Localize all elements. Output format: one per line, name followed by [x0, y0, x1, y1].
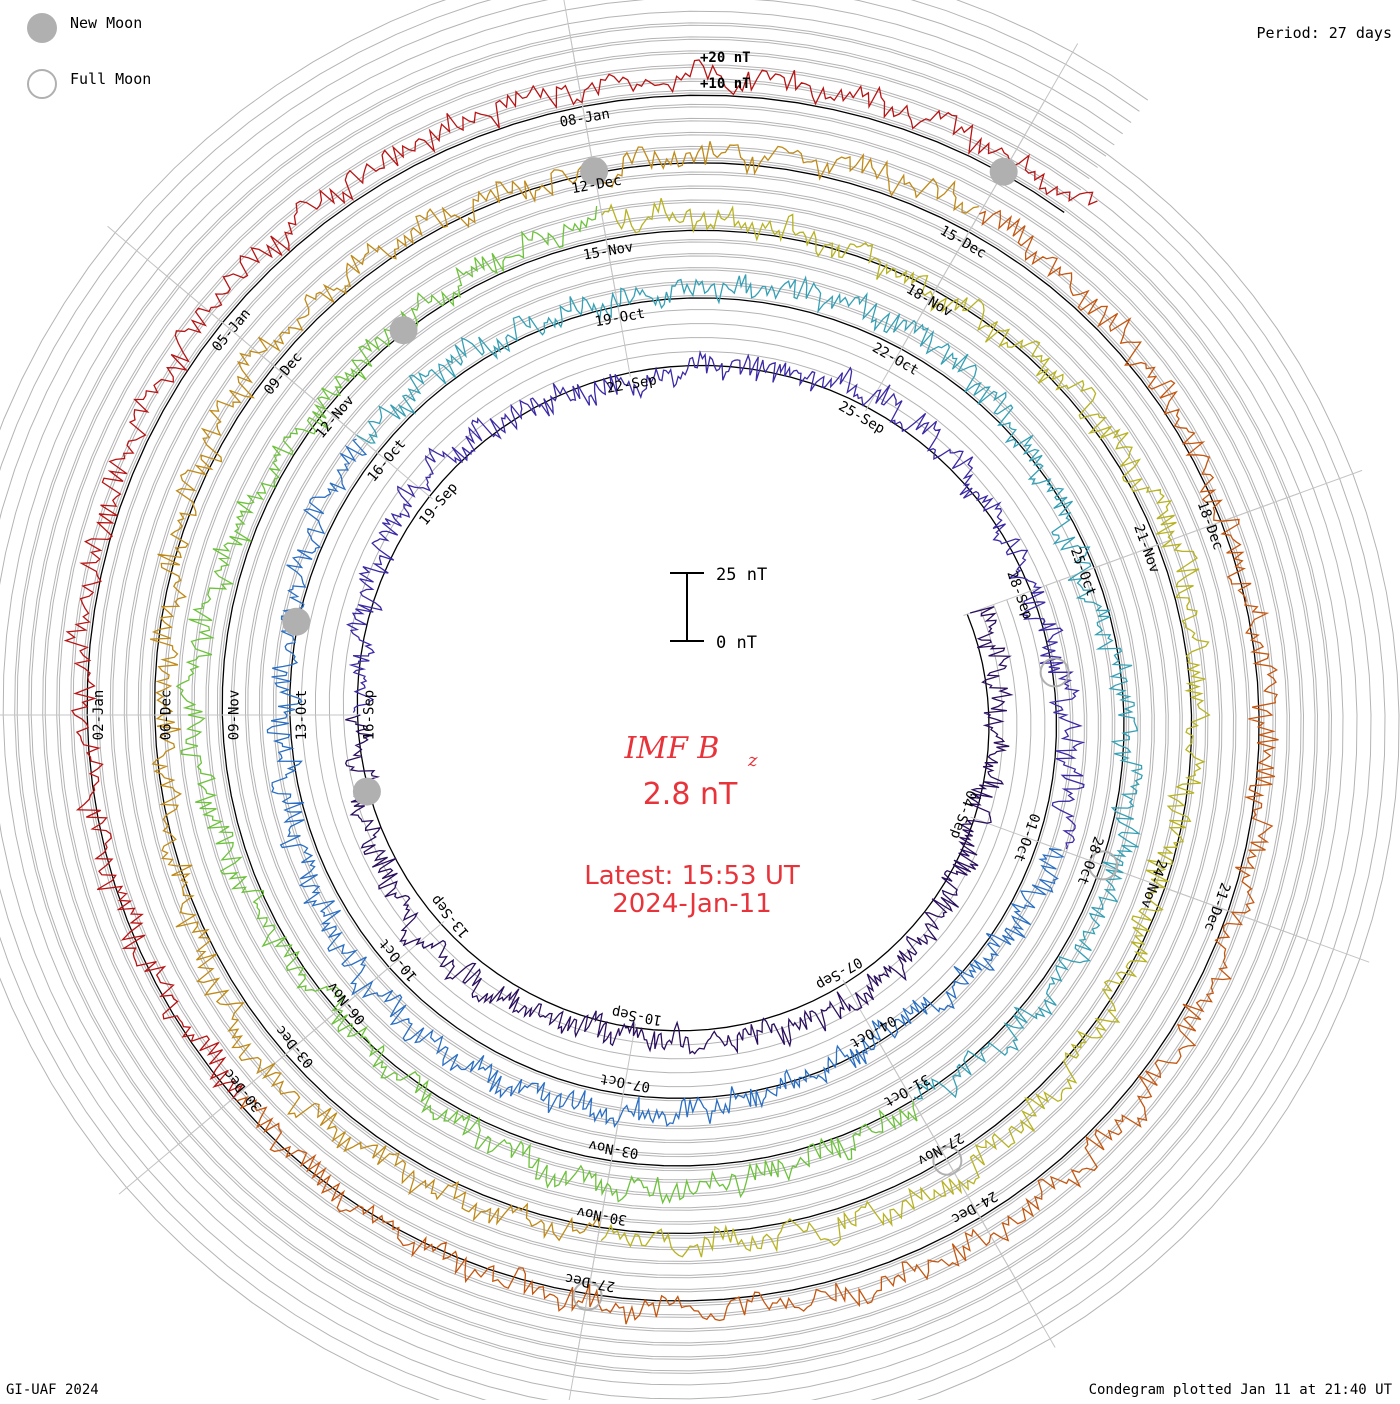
footer-credit: GI-UAF 2024	[6, 1382, 99, 1398]
scale-bar-top-label: 25 nT	[716, 565, 767, 585]
full-moon-marker	[1088, 850, 1119, 881]
legend-full-moon: Full Moon	[70, 70, 151, 88]
radial-line	[563, 0, 584, 111]
radial-day-lines	[0, 0, 1370, 1404]
grid-spiral	[2, 10, 1344, 1386]
footer-plotted: Condegram plotted Jan 11 at 21:40 UT	[1089, 1382, 1393, 1398]
trace-segment	[63, 59, 1098, 1099]
date-tick-label: 04-Sep	[947, 788, 979, 841]
grid-spiral	[72, 80, 1274, 1316]
full-moon-icon	[27, 69, 57, 99]
radial-line	[1224, 909, 1370, 963]
trace-segment	[266, 438, 1065, 1128]
current-value: 2.8 nT	[643, 777, 738, 812]
center-title: IMF B	[624, 731, 720, 766]
trace-segment	[600, 198, 1211, 1258]
new-moon-marker	[282, 607, 311, 636]
date-tick-label: 25-Oct	[1067, 545, 1099, 598]
scale-bar-bottom-label: 0 nT	[716, 633, 757, 653]
new-moon-marker	[989, 157, 1018, 186]
full-moon-marker	[572, 1280, 603, 1311]
date-tick-label: 06-Dec	[159, 690, 175, 741]
full-moon-marker	[1039, 657, 1070, 688]
radial-line	[107, 225, 226, 326]
date-tick-label: 02-Jan	[91, 690, 107, 741]
grid-spiral	[44, 52, 1302, 1344]
trace-segment	[346, 349, 1086, 850]
scale-label-10: +10 nT	[700, 76, 751, 92]
radial-line	[1000, 43, 1079, 178]
trace-segment	[150, 141, 979, 1242]
full-moon-marker	[932, 1145, 963, 1176]
trace-segment	[356, 274, 1143, 1100]
new-moon-marker	[580, 157, 609, 186]
center-title-subscript: z	[747, 750, 758, 771]
date-tick-label: 01-Oct	[1010, 811, 1042, 864]
radial-line	[568, 1289, 590, 1404]
moon-markers	[282, 157, 1119, 1311]
radial-line	[1217, 469, 1363, 524]
bz-trace	[63, 59, 1279, 1325]
date-tick-label: 16-Sep	[362, 690, 378, 741]
latest-time: Latest: 15:53 UT	[584, 861, 800, 891]
trace-segment	[344, 606, 1014, 1055]
period-label: Period: 27 days	[1257, 24, 1392, 42]
date-tick-label: 21-Nov	[1130, 522, 1162, 575]
grid-spiral	[58, 66, 1288, 1330]
date-tick-label: 18-Dec	[1194, 499, 1226, 552]
baseline-spiral	[86, 94, 1260, 1302]
date-tick-label: 13-Oct	[294, 690, 310, 741]
new-moon-icon	[27, 13, 57, 43]
scale-label-20: +20 nT	[700, 50, 751, 66]
grid-spiral	[0, 0, 1358, 1400]
date-tick-label: 28-Sep	[1003, 569, 1035, 622]
latest-date: 2024-Jan-11	[612, 889, 772, 919]
legend-new-moon: New Moon	[70, 14, 142, 32]
trace-segment	[175, 205, 918, 1205]
new-moon-marker	[389, 316, 418, 345]
radial-line	[977, 1213, 1056, 1348]
grid-spiral	[16, 24, 1330, 1372]
new-moon-marker	[352, 777, 381, 806]
date-tick-label: 09-Nov	[226, 690, 242, 741]
grid-spiral	[30, 38, 1316, 1358]
radial-line	[118, 1094, 238, 1195]
trace-segment	[236, 209, 1279, 1325]
